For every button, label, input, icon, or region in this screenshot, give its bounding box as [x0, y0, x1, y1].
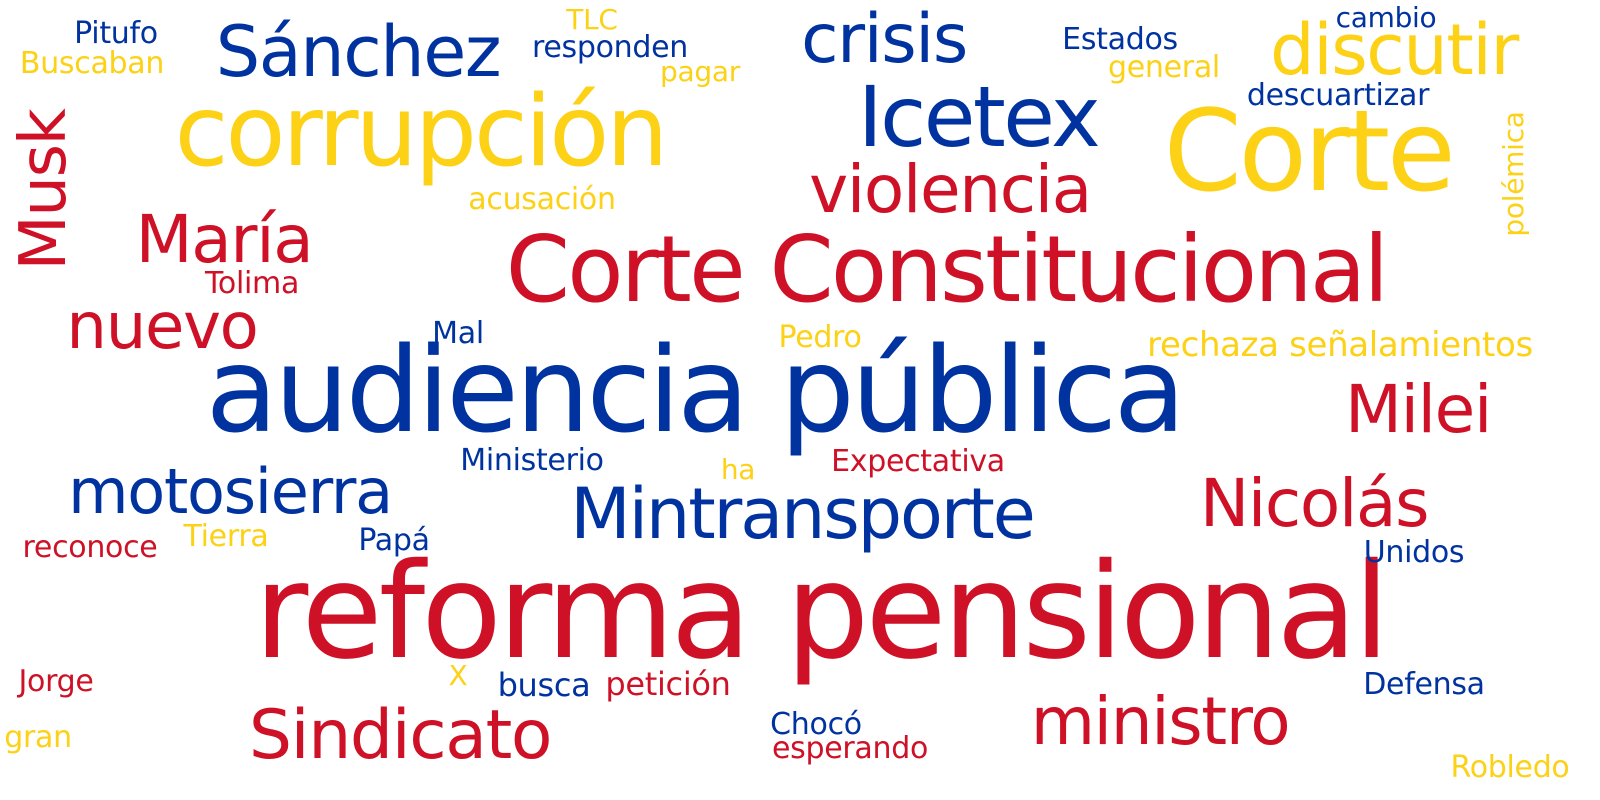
- word-violencia: violencia: [809, 151, 1092, 228]
- word-buscaban: Buscaban: [19, 46, 165, 81]
- word-discutir: discutir: [1270, 9, 1519, 91]
- word-ministro: ministro: [1030, 683, 1291, 760]
- word-motosierra: motosierra: [68, 455, 393, 528]
- word-reconoce: reconoce: [22, 530, 158, 565]
- word-cambio: cambio: [1335, 1, 1437, 34]
- word-acusacion: acusación: [468, 182, 616, 217]
- word-ha: ha: [720, 453, 756, 486]
- word-audiencia-publica: audiencia pública: [205, 321, 1186, 459]
- word-musk: Musk: [7, 109, 81, 271]
- word-milei: Milei: [1345, 371, 1492, 448]
- word-sanchez: Sánchez: [215, 11, 502, 93]
- word-peticion: petición: [605, 665, 731, 703]
- word-ministerio: Ministerio: [460, 443, 604, 478]
- word-descuartizar: descuartizar: [1246, 78, 1430, 113]
- word-busca: busca: [497, 666, 591, 704]
- word-sindicato: Sindicato: [248, 696, 553, 775]
- word-tierra: Tierra: [183, 519, 269, 554]
- word-nicolas: Nicolás: [1199, 465, 1430, 542]
- word-responden: responden: [532, 30, 688, 65]
- word-reforma-pensional: reforma pensional: [254, 535, 1390, 689]
- word-expectativa: Expectativa: [831, 444, 1005, 479]
- word-choco: Chocó: [770, 707, 862, 742]
- word-estados: Estados: [1062, 22, 1178, 57]
- word-icetex: Icetex: [857, 68, 1101, 166]
- word-pitufo: Pitufo: [74, 16, 158, 51]
- word-pagar: pagar: [660, 55, 740, 88]
- word-mintransporte: Mintransporte: [570, 473, 1036, 555]
- word-general: general: [1108, 50, 1220, 85]
- word-tlc: TLC: [566, 3, 618, 36]
- word-maria: María: [135, 201, 314, 278]
- word-mal: Mal: [432, 316, 484, 351]
- word-polemica: polémica: [1497, 111, 1530, 237]
- word-jorge: Jorge: [18, 664, 94, 699]
- word-unidos: Unidos: [1363, 535, 1465, 570]
- word-pedro: Pedro: [778, 320, 862, 355]
- word-robledo: Robledo: [1450, 750, 1570, 785]
- word-gran: gran: [4, 720, 72, 755]
- word-rechaza-senalamientos: rechaza señalamientos: [1147, 325, 1533, 365]
- word-esperando: esperando: [771, 731, 929, 766]
- word-crisis: crisis: [801, 0, 968, 79]
- word-corte: Corte: [1163, 87, 1456, 217]
- word-defensa: Defensa: [1363, 667, 1485, 702]
- word-tolima: Tolima: [204, 266, 300, 301]
- word-nuevo: nuevo: [66, 290, 258, 364]
- word-x: X: [448, 659, 468, 692]
- word-corte-constitucional: Corte Constitucional: [505, 216, 1389, 323]
- word-corrupcion: corrupción: [174, 75, 669, 189]
- word-papa: Papá: [358, 523, 430, 558]
